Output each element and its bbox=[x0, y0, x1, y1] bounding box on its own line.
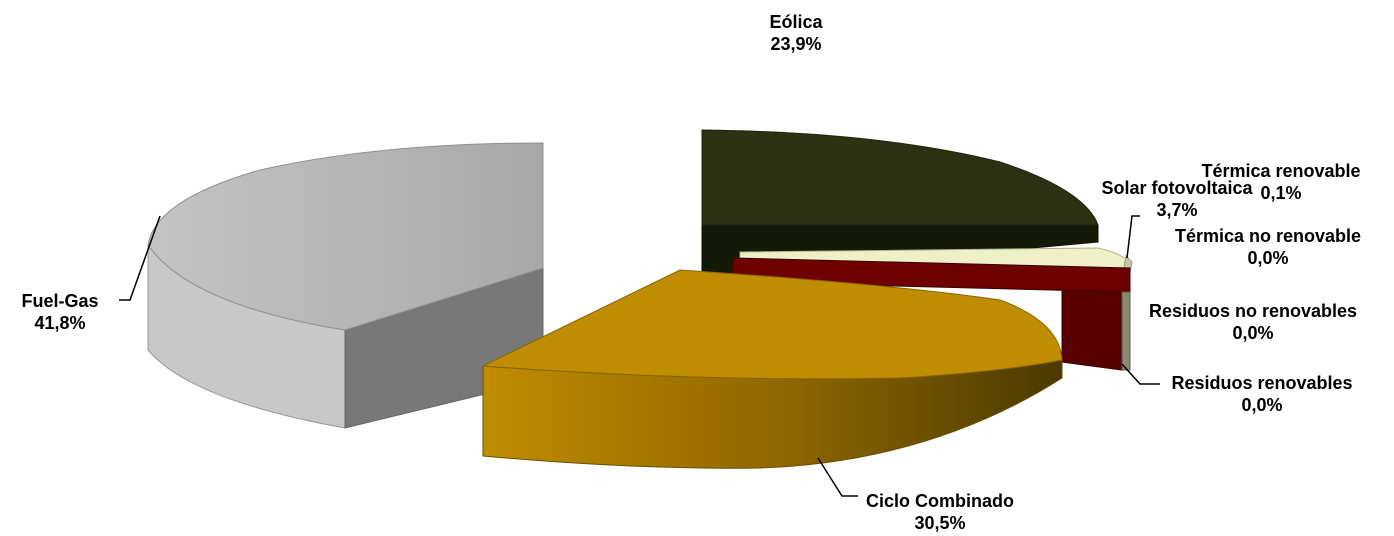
slice-ciclo-combinado bbox=[481, 269, 1063, 469]
label-termica-renovable: Térmica renovable 0,1% bbox=[1201, 160, 1360, 204]
label-solar-fotovoltaica-name: Solar fotovoltaica bbox=[1101, 178, 1253, 198]
leader-line-ciclo-combinado bbox=[817, 457, 858, 497]
label-eolica: Eólica 23,9% bbox=[769, 11, 822, 55]
label-ciclo-combinado: Ciclo Combinado 30,5% bbox=[866, 490, 1014, 534]
label-termica-no-renovable-value: 0,0% bbox=[1247, 248, 1289, 268]
label-eolica-name: Eólica bbox=[769, 12, 823, 32]
label-eolica-value: 23,9% bbox=[770, 34, 822, 54]
label-fuel-gas: Fuel-Gas 41,8% bbox=[21, 290, 98, 334]
slice-fuel-gas bbox=[147, 142, 544, 429]
label-ciclo-combinado-name: Ciclo Combinado bbox=[866, 491, 1014, 511]
label-residuos-no-renovables-value: 0,0% bbox=[1232, 323, 1274, 343]
label-residuos-renovables: Residuos renovables 0,0% bbox=[1171, 372, 1352, 416]
leader-line-residuos-renovables bbox=[1121, 363, 1160, 385]
label-termica-renovable-name: Térmica renovable bbox=[1201, 161, 1361, 181]
label-solar-fotovoltaica-value: 3,7% bbox=[1156, 200, 1198, 220]
label-fuel-gas-value: 41,8% bbox=[34, 313, 86, 333]
label-termica-no-renovable-name: Térmica no renovable bbox=[1174, 226, 1362, 246]
label-residuos-no-renovables: Residuos no renovables 0,0% bbox=[1149, 300, 1357, 344]
label-solar-fotovoltaica: Solar fotovoltaica 3,7% bbox=[1101, 177, 1252, 221]
label-termica-renovable-value: 0,1% bbox=[1260, 183, 1302, 203]
label-residuos-no-renovables-name: Residuos no renovables bbox=[1148, 301, 1358, 321]
leader-line-fuel-gas bbox=[119, 215, 161, 301]
label-residuos-renovables-value: 0,0% bbox=[1241, 395, 1283, 415]
label-residuos-renovables-name: Residuos renovables bbox=[1171, 373, 1353, 393]
label-termica-no-renovable: Térmica no renovable 0,0% bbox=[1175, 225, 1361, 269]
leader-line-solar-fotovoltaica bbox=[1126, 215, 1140, 259]
label-fuel-gas-name: Fuel-Gas bbox=[21, 291, 99, 311]
leader-lines bbox=[119, 215, 1160, 497]
label-ciclo-combinado-value: 30,5% bbox=[914, 513, 966, 533]
